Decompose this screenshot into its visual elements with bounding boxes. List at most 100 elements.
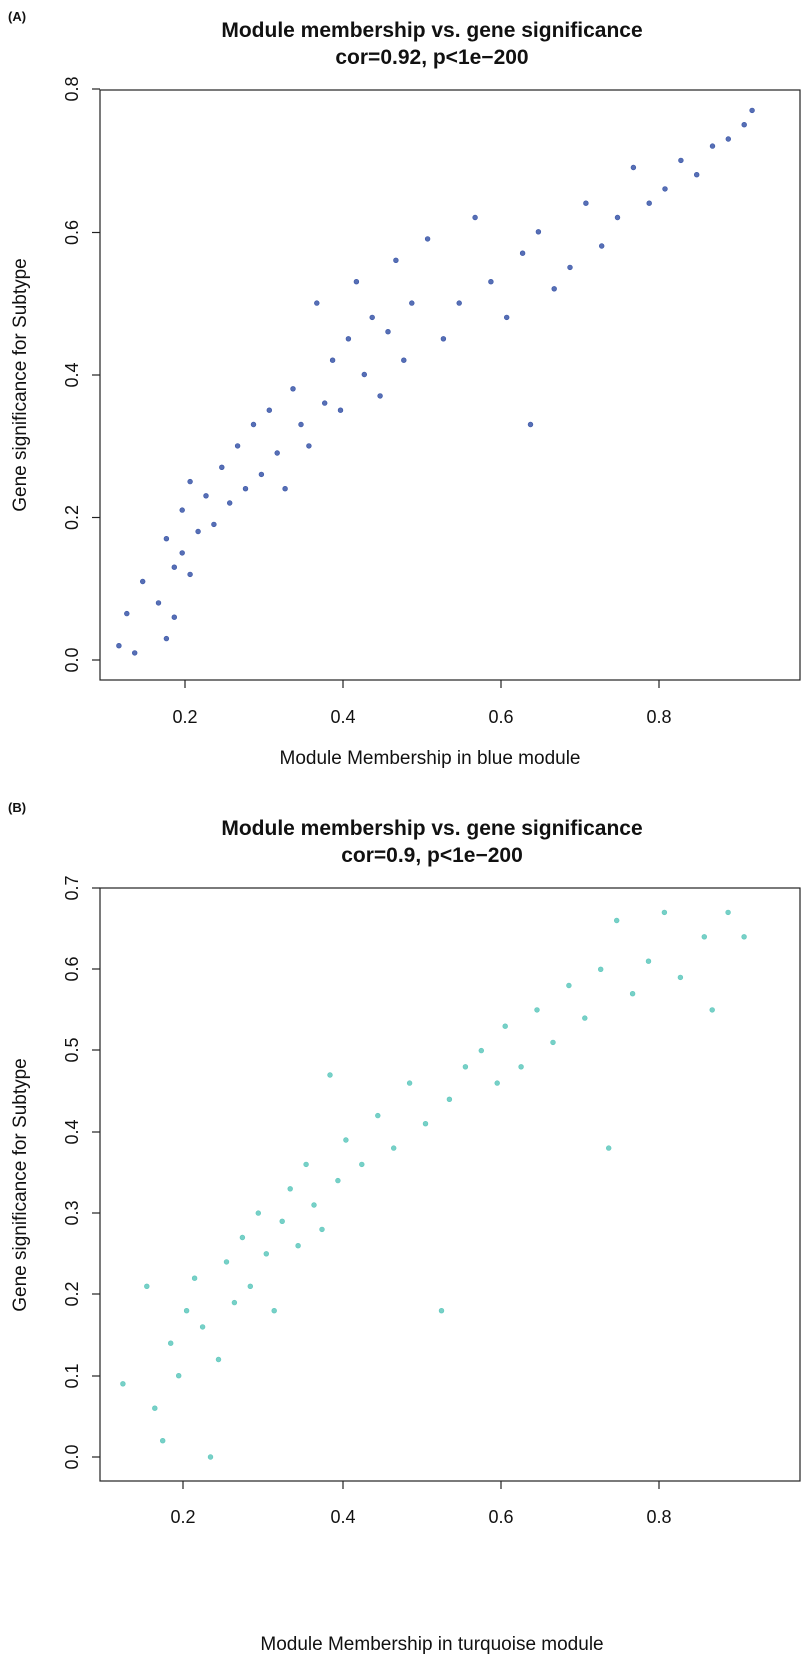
panel-a-x-tick-label: 0.8	[646, 707, 671, 727]
panel-b-data-point	[550, 1039, 556, 1046]
panel-a-data-point	[361, 371, 367, 378]
panel-b-data-point	[391, 1145, 397, 1151]
panel-a-data-point	[179, 550, 185, 556]
panel-b-data-point	[191, 1275, 198, 1281]
panel-b-data-point	[263, 1251, 269, 1257]
panel-b-data-point	[152, 1405, 158, 1411]
panel-b-data-point	[677, 974, 684, 981]
panel-a-y-tick-label: 0.4	[62, 362, 82, 387]
panel-b-data-point	[303, 1161, 309, 1168]
panel-a-data-point	[234, 443, 241, 449]
panel-a-data-point	[749, 107, 755, 114]
panel-b-y-tick-label: 0.7	[62, 875, 82, 900]
panel-a-data-point	[187, 571, 193, 578]
panel-b-x-tick-label: 0.6	[488, 1507, 513, 1527]
panel-b-data-point	[311, 1202, 317, 1208]
panel-a-title: Module membership vs. gene significance	[221, 19, 642, 42]
panel-a-data-point	[614, 214, 621, 221]
panel-a-label: (A)	[8, 9, 26, 24]
panel-b-data-point	[613, 917, 620, 924]
panel-a-data-point	[409, 300, 415, 306]
panel-b-data-point	[566, 982, 572, 989]
panel-a-data-point	[725, 136, 731, 142]
panel-b-data-point	[709, 1007, 715, 1013]
panel-b-data-point	[327, 1072, 333, 1078]
panel-b-data-point	[271, 1307, 277, 1314]
panel-a-y-tick-label: 0.2	[62, 505, 82, 530]
panel-b-data-point	[741, 934, 747, 940]
panel-b-data-point	[231, 1299, 238, 1306]
panel-b-y-tick-label: 0.4	[62, 1119, 82, 1144]
panel-a-x-tick-label: 0.2	[172, 707, 197, 727]
panel-a-data-point	[393, 257, 399, 263]
panel-b-data-point	[120, 1381, 126, 1387]
panel-b: (B) Module membership vs. gene significa…	[8, 800, 801, 1655]
panel-a-data-point	[377, 393, 383, 399]
panel-a-data-point	[598, 243, 605, 249]
panel-a-data-point	[242, 486, 249, 492]
panel-b-data-point	[319, 1226, 325, 1233]
panel-a-data-point	[132, 650, 138, 656]
panel-b-data-point	[239, 1234, 246, 1241]
panel-a-data-point	[567, 264, 573, 271]
panel-b-y-tick-label: 0.5	[62, 1037, 82, 1062]
panel-b-data-point	[223, 1259, 230, 1265]
panel-a-y-tick-label: 0.6	[62, 220, 82, 245]
panel-b-x-tick-label: 0.2	[170, 1507, 195, 1527]
panel-a-data-point	[345, 336, 352, 342]
panel-a-data-point	[171, 564, 178, 570]
panel-a-data-point	[535, 229, 542, 235]
panel-a-data-point	[709, 143, 716, 149]
panel-a-data-point	[329, 357, 336, 363]
panel-b-data-point	[359, 1161, 365, 1168]
panel-a-data-point	[227, 500, 233, 506]
panel-b-data-point	[725, 909, 731, 916]
panel-b-subtitle: cor=0.9, p<1e−200	[341, 844, 523, 867]
panel-a-data-point	[219, 464, 225, 470]
panel-a-data-point	[195, 528, 201, 535]
panel-a-data-point	[401, 357, 407, 363]
panel-a-y-axis: 0.0 0.2 0.4 0.6 0.8	[62, 76, 100, 673]
panel-b-data-point	[207, 1454, 214, 1460]
panel-a-data-point	[298, 421, 304, 428]
panel-a-x-tick-label: 0.6	[488, 707, 513, 727]
panel-a-data-point	[124, 610, 130, 617]
panel-a-data-point	[472, 214, 478, 221]
panel-b-data-point	[375, 1112, 381, 1119]
panel-a-data-point	[163, 535, 170, 542]
panel-b-y-tick-label: 0.6	[62, 956, 82, 981]
panel-b-data-point	[199, 1324, 206, 1330]
panel-b-data-point	[406, 1080, 413, 1086]
panel-a-data-point	[456, 300, 462, 306]
panel-b-data-point	[422, 1120, 429, 1127]
panel-a-data-point	[203, 493, 209, 499]
panel-a-data-point	[266, 407, 272, 413]
panel-a-data-point	[187, 478, 193, 485]
panel-b-data-point	[462, 1064, 469, 1070]
panel-b-y-tick-label: 0.3	[62, 1200, 82, 1225]
panel-a-data-point	[314, 300, 320, 306]
panel-b-x-axis: 0.2 0.4 0.6 0.8	[170, 1481, 672, 1527]
panel-a-plot-frame	[99, 89, 801, 681]
panel-a-x-tick-label: 0.4	[330, 707, 355, 727]
panel-b-plot-frame	[99, 887, 801, 1482]
panel-a-data-point	[258, 471, 265, 478]
panel-a-y-label: Gene significance for Subtype	[10, 258, 31, 512]
panel-a-data-point	[337, 407, 344, 413]
panel-b-data-point	[701, 934, 707, 940]
panel-b-data-point	[160, 1437, 166, 1444]
panel-b-data-point	[502, 1023, 508, 1029]
panel-a-subtitle: cor=0.92, p<1e−200	[335, 46, 528, 69]
panel-b-y-label: Gene significance for Subtype	[10, 1058, 31, 1312]
panel-a-data-point	[551, 286, 557, 292]
panel-a: (A) Module membership vs. gene significa…	[8, 9, 801, 769]
panel-a-data-point	[440, 336, 447, 342]
panel-b-data-point	[144, 1283, 150, 1290]
panel-a-data-point	[519, 250, 526, 256]
panel-a-data-point	[678, 157, 684, 164]
panel-a-data-point	[527, 421, 534, 428]
panel-b-data-point	[605, 1145, 612, 1151]
panel-a-data-point	[163, 635, 170, 642]
panel-a-data-point	[488, 279, 494, 285]
